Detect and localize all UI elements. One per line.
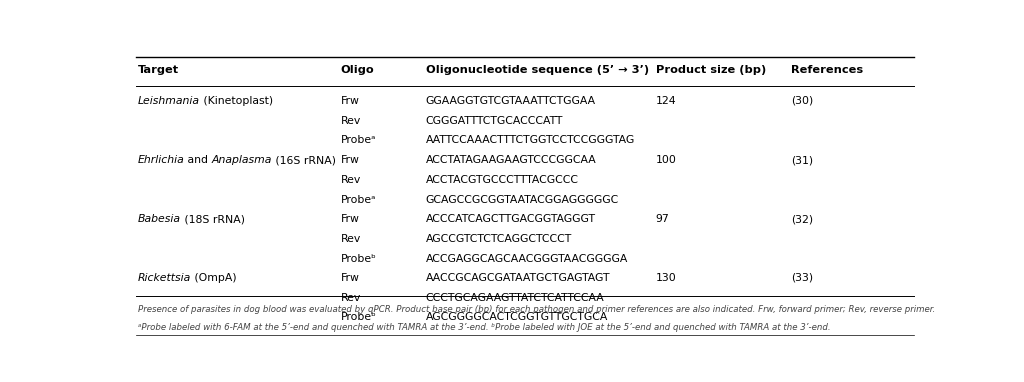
- Text: (18S rRNA): (18S rRNA): [180, 214, 245, 224]
- Text: Rev: Rev: [341, 293, 360, 303]
- Text: References: References: [791, 65, 863, 75]
- Text: (33): (33): [791, 273, 813, 283]
- Text: Target: Target: [137, 65, 178, 75]
- Text: (31): (31): [791, 155, 813, 165]
- Text: (OmpA): (OmpA): [190, 273, 237, 283]
- Text: CGGGATTTCTGCACCCATT: CGGGATTTCTGCACCCATT: [426, 115, 563, 126]
- Text: ACCTATAGAAGAAGTCCCGGCAA: ACCTATAGAAGAAGTCCCGGCAA: [426, 155, 596, 165]
- Text: Rev: Rev: [341, 234, 360, 244]
- Text: Frw: Frw: [341, 214, 359, 224]
- Text: Probeᵇ: Probeᵇ: [341, 312, 377, 322]
- Text: Rev: Rev: [341, 175, 360, 185]
- Text: Frw: Frw: [341, 96, 359, 106]
- Text: Product size (bp): Product size (bp): [655, 65, 766, 75]
- Text: GCAGCCGCGGTAATACGGAGGGGGC: GCAGCCGCGGTAATACGGAGGGGGC: [426, 195, 618, 205]
- Text: Probeᵃ: Probeᵃ: [341, 195, 376, 205]
- Text: Anaplasma: Anaplasma: [212, 155, 272, 165]
- Text: (32): (32): [791, 214, 813, 224]
- Text: and: and: [184, 155, 212, 165]
- Text: 97: 97: [655, 214, 670, 224]
- Text: ᵃProbe labeled with 6-FAM at the 5’-end and quenched with TAMRA at the 3’-end. ᵇ: ᵃProbe labeled with 6-FAM at the 5’-end …: [137, 323, 830, 332]
- Text: (Kinetoplast): (Kinetoplast): [200, 96, 272, 106]
- Text: CCCTGCAGAAGTTATCTCATTCCAA: CCCTGCAGAAGTTATCTCATTCCAA: [426, 293, 604, 303]
- Text: Presence of parasites in dog blood was evaluated by qPCR. Product base pair (bp): Presence of parasites in dog blood was e…: [137, 305, 935, 314]
- Text: 130: 130: [655, 273, 677, 283]
- Text: 124: 124: [655, 96, 677, 106]
- Text: Ehrlichia: Ehrlichia: [137, 155, 184, 165]
- Text: Oligo: Oligo: [341, 65, 375, 75]
- Text: Oligonucleotide sequence (5’ → 3’): Oligonucleotide sequence (5’ → 3’): [426, 65, 649, 75]
- Text: Babesia: Babesia: [137, 214, 180, 224]
- Text: AATTCCAAACTTTCTGGTCCTCCGGGTAG: AATTCCAAACTTTCTGGTCCTCCGGGTAG: [426, 135, 635, 145]
- Text: Frw: Frw: [341, 155, 359, 165]
- Text: (16S rRNA): (16S rRNA): [272, 155, 336, 165]
- Text: ACCTACGTGCCCTTTACGCCC: ACCTACGTGCCCTTTACGCCC: [426, 175, 579, 185]
- Text: Probeᵃ: Probeᵃ: [341, 135, 376, 145]
- Text: ACCCATCAGCTTGACGGTAGGGT: ACCCATCAGCTTGACGGTAGGGT: [426, 214, 596, 224]
- Text: AGCCGTCTCTCAGGCTCCCT: AGCCGTCTCTCAGGCTCCCT: [426, 234, 571, 244]
- Text: ACCGAGGCAGCAACGGGTAACGGGGA: ACCGAGGCAGCAACGGGTAACGGGGA: [426, 254, 628, 264]
- Text: 100: 100: [655, 155, 677, 165]
- Text: AGCGGGGCACTCGGTGTTGCTGCA: AGCGGGGCACTCGGTGTTGCTGCA: [426, 312, 608, 322]
- Text: Frw: Frw: [341, 273, 359, 283]
- Text: Leishmania: Leishmania: [137, 96, 200, 106]
- Text: Rickettsia: Rickettsia: [137, 273, 190, 283]
- Text: AACCGCAGCGATAATGCTGAGTAGT: AACCGCAGCGATAATGCTGAGTAGT: [426, 273, 610, 283]
- Text: (30): (30): [791, 96, 813, 106]
- Text: GGAAGGTGTCGTAAATTCTGGAA: GGAAGGTGTCGTAAATTCTGGAA: [426, 96, 596, 106]
- Text: Rev: Rev: [341, 115, 360, 126]
- Text: Probeᵇ: Probeᵇ: [341, 254, 377, 264]
